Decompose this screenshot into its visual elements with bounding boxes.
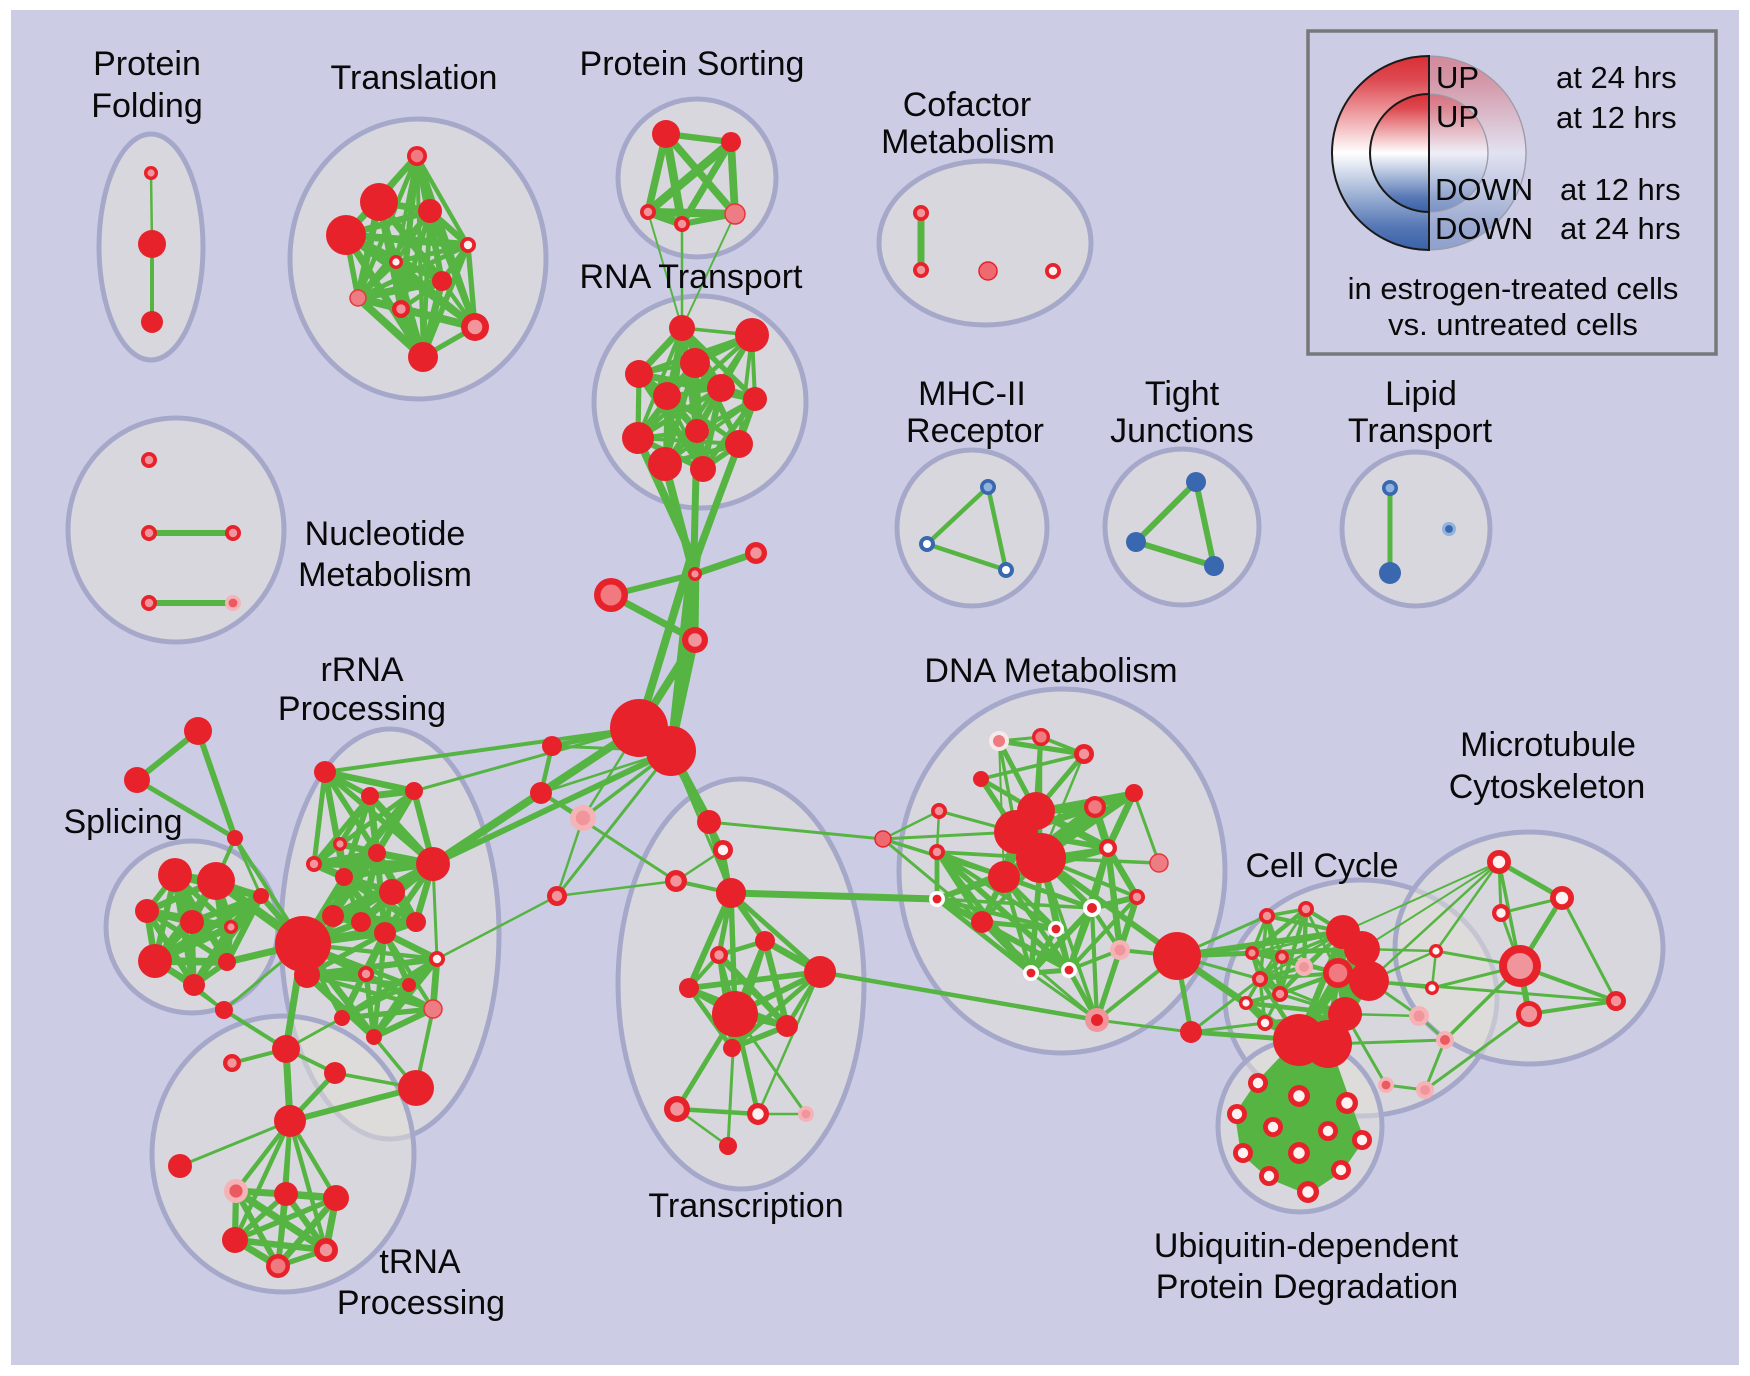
svg-text:tRNA: tRNA (379, 1243, 461, 1281)
svg-text:Folding: Folding (91, 87, 203, 125)
svg-text:Metabolism: Metabolism (298, 556, 472, 594)
svg-text:DOWN: DOWN (1435, 172, 1533, 207)
svg-text:RNA Transport: RNA Transport (580, 258, 804, 296)
svg-text:vs. untreated cells: vs. untreated cells (1388, 307, 1638, 342)
svg-text:Nucleotide: Nucleotide (305, 515, 466, 553)
svg-text:Processing: Processing (337, 1284, 505, 1322)
svg-text:Transport: Transport (1348, 412, 1493, 450)
svg-text:Processing: Processing (278, 690, 446, 728)
svg-text:Cofactor: Cofactor (903, 86, 1032, 124)
svg-text:rRNA: rRNA (320, 651, 403, 689)
svg-text:Protein Degradation: Protein Degradation (1156, 1268, 1458, 1306)
svg-text:Cytoskeleton: Cytoskeleton (1449, 768, 1646, 806)
svg-text:Translation: Translation (331, 59, 498, 97)
svg-text:Ubiquitin-dependent: Ubiquitin-dependent (1154, 1227, 1459, 1265)
svg-text:at 24 hrs: at 24 hrs (1556, 60, 1677, 95)
svg-text:Cell Cycle: Cell Cycle (1245, 847, 1398, 885)
svg-text:at 24 hrs: at 24 hrs (1560, 211, 1681, 246)
svg-text:Junctions: Junctions (1110, 412, 1254, 450)
svg-text:Protein Sorting: Protein Sorting (580, 45, 805, 83)
svg-text:Receptor: Receptor (906, 412, 1044, 450)
svg-text:Metabolism: Metabolism (881, 123, 1055, 161)
svg-text:at 12 hrs: at 12 hrs (1560, 172, 1681, 207)
svg-text:UP: UP (1436, 99, 1479, 134)
svg-text:UP: UP (1436, 60, 1479, 95)
svg-text:Tight: Tight (1145, 375, 1220, 413)
svg-text:Lipid: Lipid (1385, 375, 1457, 413)
svg-text:Transcription: Transcription (648, 1187, 843, 1225)
svg-text:at 12 hrs: at 12 hrs (1556, 100, 1677, 135)
svg-text:MHC-II: MHC-II (918, 375, 1026, 413)
svg-text:Splicing: Splicing (63, 803, 182, 841)
svg-text:Microtubule: Microtubule (1460, 726, 1636, 764)
svg-text:DOWN: DOWN (1435, 211, 1533, 246)
svg-text:in estrogen-treated cells: in estrogen-treated cells (1348, 271, 1679, 306)
svg-text:DNA Metabolism: DNA Metabolism (924, 652, 1177, 690)
svg-text:Protein: Protein (93, 45, 201, 83)
